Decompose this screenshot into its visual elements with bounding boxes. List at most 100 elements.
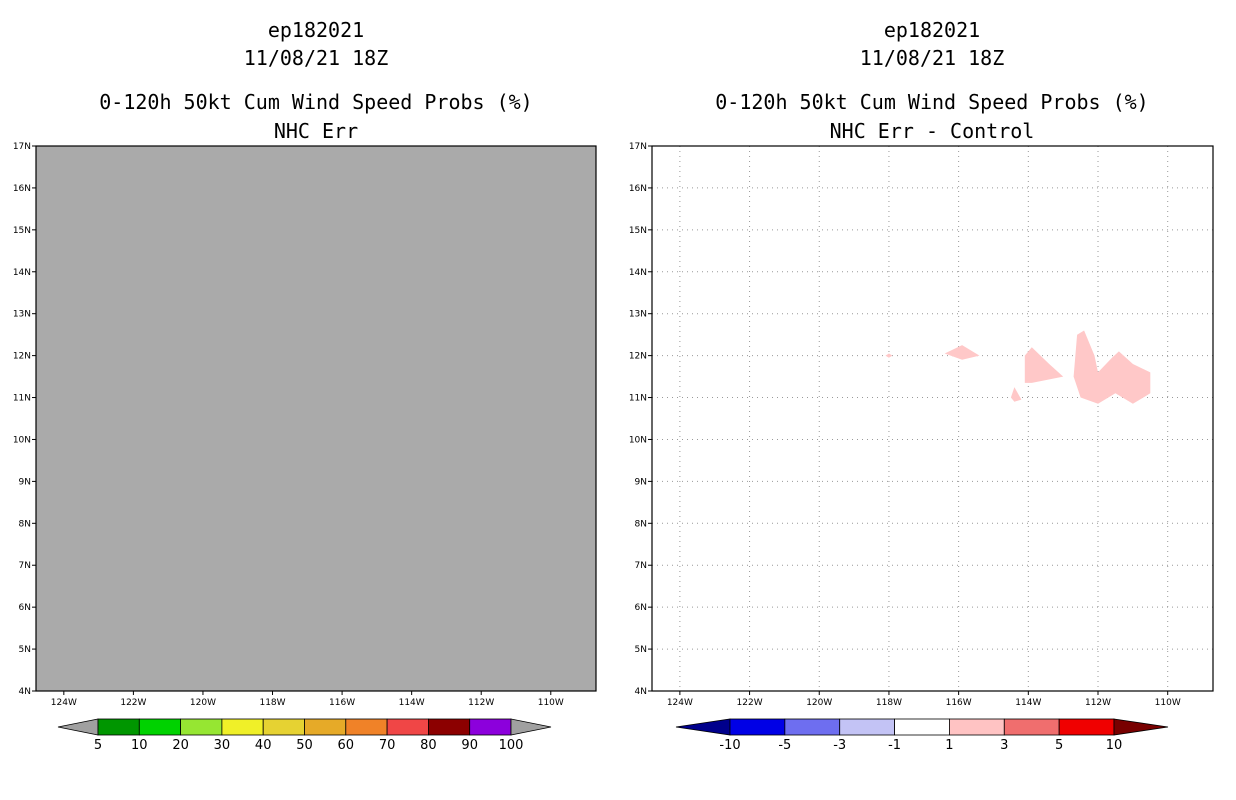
left-xtick-label-118W: 118W: [259, 698, 285, 708]
right-colorbar-swatch-6: [1058, 718, 1115, 736]
anomaly-region-114w-small: [1010, 387, 1022, 402]
left-colorbar-label-40: 40: [255, 738, 272, 753]
left-colorbar-swatch-0: [97, 718, 140, 736]
left-xtick-label-110W: 110W: [538, 698, 564, 708]
right-colorbar-swatch-2: [839, 718, 895, 736]
right-xtick-label-110W: 110W: [1155, 698, 1181, 708]
left-colorbar-label-20: 20: [172, 738, 189, 753]
right-colorbar: -10 -5 -3 -1 1 3 5 10: [675, 718, 1169, 753]
left-xtick-label-116W: 116W: [329, 698, 355, 708]
left-colorbar-swatch-9: [469, 718, 512, 736]
right-colorbar-swatch-3: [894, 718, 950, 736]
left-colorbar-over-triangle: [510, 718, 552, 736]
right-ytick-label-9N: 9N: [635, 477, 647, 487]
right-colorbar-swatch-5: [1003, 718, 1060, 736]
right-xtick-label-118W: 118W: [876, 698, 902, 708]
right-title-storm-id: ep182021: [883, 18, 981, 42]
right-ytick-label-16N: 16N: [629, 184, 647, 194]
left-xtick-label-124W: 124W: [51, 698, 77, 708]
right-title-product: 0-120h 50kt Cum Wind Speed Probs (%): [715, 90, 1149, 114]
right-xtick-label-124W: 124W: [667, 698, 693, 708]
left-title-product: 0-120h 50kt Cum Wind Speed Probs (%): [99, 90, 533, 114]
left-colorbar-label-10: 10: [131, 738, 148, 753]
left-colorbar-label-100: 100: [499, 738, 524, 753]
right-colorbar-label--1: -1: [888, 738, 901, 753]
left-title-subtitle: NHC Err: [273, 119, 359, 143]
right-xtick-label-112W: 112W: [1085, 698, 1111, 708]
left-colorbar-label-5: 5: [94, 738, 102, 753]
right-colorbar-label-1: 1: [945, 738, 953, 753]
left-ytick-label-9N: 9N: [19, 477, 31, 487]
left-ytick-label-5N: 5N: [19, 645, 31, 655]
anomaly-region-112w: [1073, 330, 1151, 404]
right-xtick-label-116W: 116W: [946, 698, 972, 708]
right-title-datetime: 11/08/21 18Z: [859, 46, 1005, 70]
left-colorbar-swatch-1: [138, 718, 182, 736]
left-ytick-label-4N: 4N: [19, 687, 31, 697]
right-colorbar-label-5: 5: [1055, 738, 1063, 753]
left-colorbar-label-50: 50: [296, 738, 313, 753]
right-ytick-label-8N: 8N: [635, 519, 647, 529]
right-ytick-label-14N: 14N: [629, 268, 647, 278]
right-colorbar-label--5: -5: [778, 738, 791, 753]
right-colorbar-label-10: 10: [1106, 738, 1123, 753]
left-colorbar-swatch-2: [180, 718, 223, 736]
left-xtick-label-120W: 120W: [190, 698, 216, 708]
left-ytick-label-12N: 12N: [13, 352, 31, 362]
left-colorbar-label-70: 70: [379, 738, 396, 753]
left-ytick-label-17N: 17N: [13, 142, 31, 152]
anomaly-region-118w: [885, 353, 893, 358]
right-ytick-label-11N: 11N: [629, 394, 647, 404]
anomaly-region-114w: [1024, 347, 1064, 383]
left-colorbar: 5 10 20 30 40 50 60 70 80 90 100: [57, 718, 552, 753]
left-colorbar-label-90: 90: [461, 738, 478, 753]
left-ytick-label-13N: 13N: [13, 310, 31, 320]
left-colorbar-swatch-6: [345, 718, 388, 736]
right-ytick-label-15N: 15N: [629, 226, 647, 236]
left-xtick-label-112W: 112W: [468, 698, 494, 708]
right-title-subtitle: NHC Err - Control: [829, 119, 1035, 143]
right-xtick-label-120W: 120W: [806, 698, 832, 708]
right-ytick-label-7N: 7N: [635, 561, 647, 571]
left-colorbar-swatch-5: [304, 718, 347, 736]
left-ytick-label-15N: 15N: [13, 226, 31, 236]
left-colorbar-swatch-7: [386, 718, 429, 736]
left-ytick-label-11N: 11N: [13, 394, 31, 404]
right-ytick-label-12N: 12N: [629, 352, 647, 362]
left-ytick-label-10N: 10N: [13, 435, 31, 445]
left-ytick-label-16N: 16N: [13, 184, 31, 194]
left-field-background: [36, 146, 596, 691]
left-colorbar-swatch-4: [262, 718, 305, 736]
left-colorbar-under-triangle: [57, 718, 99, 736]
right-colorbar-label--3: -3: [833, 738, 846, 753]
anomaly-region-116w: [944, 345, 980, 360]
right-ytick-label-17N: 17N: [629, 142, 647, 152]
left-xtick-label-122W: 122W: [120, 698, 146, 708]
right-colorbar-label--10: -10: [719, 738, 740, 753]
left-colorbar-swatch-8: [427, 718, 471, 736]
right-xtick-label-114W: 114W: [1015, 698, 1041, 708]
right-ytick-label-13N: 13N: [629, 310, 647, 320]
left-plot-frame: [35, 145, 597, 692]
right-ytick-label-5N: 5N: [635, 645, 647, 655]
left-ytick-label-6N: 6N: [19, 603, 31, 613]
left-title-datetime: 11/08/21 18Z: [243, 46, 389, 70]
right-ytick-label-6N: 6N: [635, 603, 647, 613]
left-colorbar-label-60: 60: [338, 738, 355, 753]
right-field-background: [652, 146, 1213, 691]
left-colorbar-label-30: 30: [214, 738, 231, 753]
right-plot-frame: [651, 145, 1214, 692]
right-colorbar-swatch-1: [784, 718, 841, 736]
left-plot: 124W 122W 120W 118W 116W 114W 112W 110W 4N 5N 6N 7N…: [13, 142, 597, 708]
left-colorbar-swatch-3: [221, 718, 264, 736]
right-xtick-label-122W: 122W: [737, 698, 763, 708]
left-ytick-label-14N: 14N: [13, 268, 31, 278]
left-title-storm-id: ep182021: [267, 18, 365, 42]
left-ytick-label-7N: 7N: [19, 561, 31, 571]
right-colorbar-swatch-0: [729, 718, 786, 736]
right-colorbar-label-3: 3: [1000, 738, 1008, 753]
right-colorbar-swatch-4: [949, 718, 1005, 736]
right-colorbar-under-triangle: [675, 718, 731, 736]
left-ytick-label-8N: 8N: [19, 519, 31, 529]
